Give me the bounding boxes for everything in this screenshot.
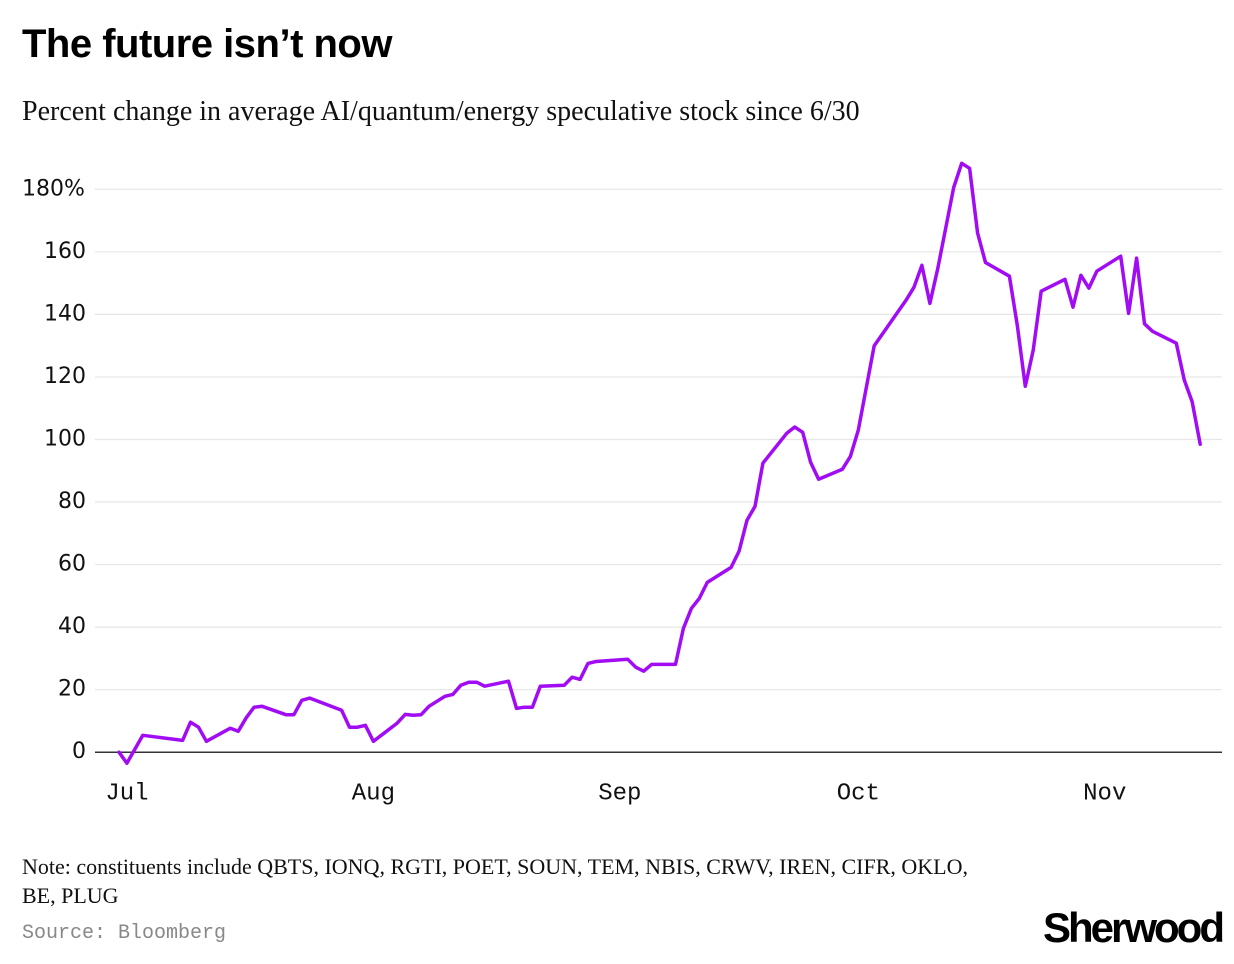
y-tick-label: 0	[72, 739, 86, 764]
y-tick-label: 40	[58, 614, 86, 639]
x-tick-label: Oct	[837, 780, 880, 807]
y-tick-label: 120	[44, 364, 86, 389]
chart-title: The future isn’t now	[22, 22, 392, 66]
y-tick-label: 20	[58, 677, 86, 702]
note: Note: constituents include QBTS, IONQ, R…	[22, 854, 968, 908]
x-tick-label: Jul	[105, 780, 148, 807]
x-tick-label: Sep	[598, 780, 641, 807]
y-tick-label: 140	[44, 301, 86, 326]
y-tick-label: 60	[58, 552, 86, 577]
y-tick-label: 180%	[22, 176, 85, 201]
y-tick-label: 80	[58, 489, 86, 514]
y-tick-label: 160	[44, 239, 86, 264]
data-line	[117, 161, 1202, 765]
source: Source: Bloomberg	[22, 922, 227, 945]
chart-subtitle: Percent change in average AI/quantum/ene…	[22, 96, 860, 127]
x-tick-label: Nov	[1083, 780, 1126, 807]
y-tick-label: 100	[44, 426, 86, 451]
x-tick-label: Aug	[352, 780, 395, 807]
brand-logo: Sherwood	[1042, 904, 1225, 951]
